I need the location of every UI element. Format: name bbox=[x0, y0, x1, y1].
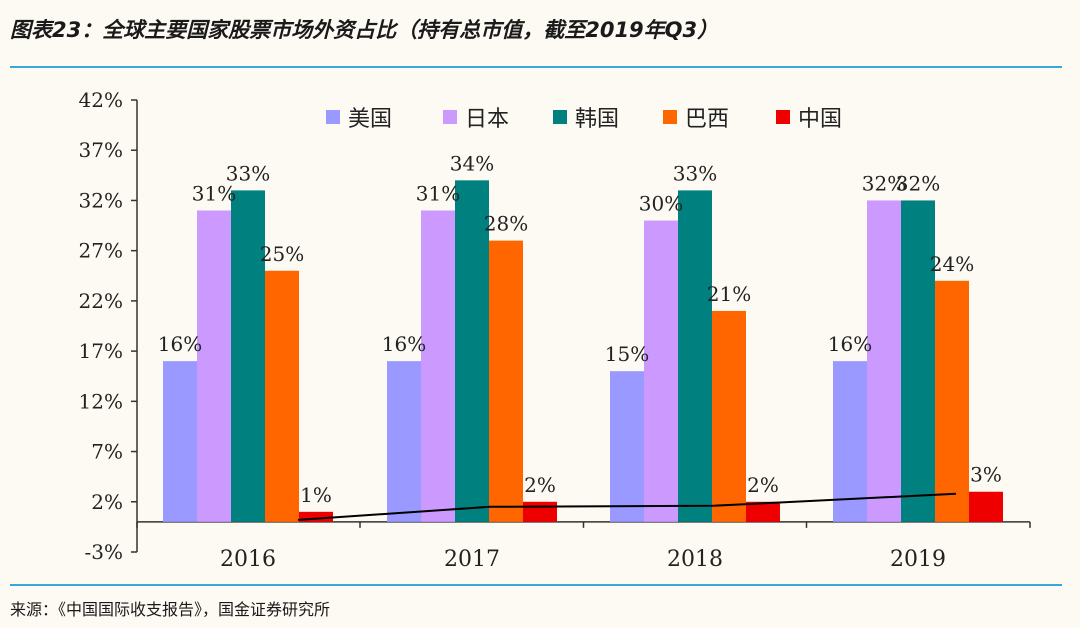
legend-label: 韩国 bbox=[575, 107, 619, 132]
legend-swatch bbox=[776, 110, 790, 124]
bar bbox=[163, 361, 197, 522]
bar bbox=[265, 270, 299, 522]
data-label: 32% bbox=[896, 171, 940, 195]
data-label: 21% bbox=[707, 282, 751, 306]
data-label: 32% bbox=[862, 171, 906, 195]
chart-legend: 美国 日本 韩国 巴西 中国 bbox=[326, 107, 842, 132]
y-tick-label: 37% bbox=[79, 138, 123, 162]
bar bbox=[610, 371, 644, 522]
bar bbox=[644, 220, 678, 522]
data-label: 16% bbox=[382, 332, 426, 356]
data-label: 15% bbox=[605, 342, 649, 366]
x-tick-label: 2016 bbox=[220, 547, 276, 572]
data-label: 28% bbox=[484, 212, 528, 236]
title-rule bbox=[10, 66, 1062, 68]
data-label: 3% bbox=[970, 463, 1002, 487]
bar bbox=[712, 310, 746, 522]
chart-axes: 42% 37% 32% 27% 22% 17% 12% 7% 2% -3% 2016 2017 2018… bbox=[79, 88, 1031, 572]
y-tick-label: 17% bbox=[79, 339, 123, 363]
bar bbox=[387, 361, 421, 522]
figure-title: 图表23：全球主要国家股票市场外资占比（持有总市值，截至2019年Q3） bbox=[10, 18, 719, 42]
x-tick-label: 2019 bbox=[890, 547, 946, 572]
bar bbox=[678, 190, 712, 522]
chart-bars bbox=[163, 180, 1003, 522]
bar bbox=[421, 210, 455, 522]
bar bbox=[231, 190, 265, 522]
bar bbox=[197, 210, 231, 522]
data-label: 24% bbox=[930, 252, 974, 276]
data-label: 30% bbox=[639, 192, 683, 216]
legend-label: 日本 bbox=[465, 107, 509, 132]
data-label: 2% bbox=[747, 473, 779, 497]
x-tick-label: 2017 bbox=[444, 547, 500, 572]
data-label: 31% bbox=[192, 181, 236, 205]
legend-swatch bbox=[663, 110, 677, 124]
data-label: 1% bbox=[300, 483, 332, 507]
data-label: 25% bbox=[260, 242, 304, 266]
bar bbox=[299, 511, 333, 522]
data-label: 2% bbox=[524, 473, 556, 497]
bar bbox=[455, 180, 489, 522]
y-tick-label: 22% bbox=[79, 289, 123, 313]
y-tick-label: -3% bbox=[85, 540, 124, 564]
bar bbox=[489, 240, 523, 522]
data-label: 34% bbox=[450, 151, 494, 175]
chart-trend bbox=[297, 492, 957, 521]
data-label: 16% bbox=[828, 332, 872, 356]
bar bbox=[901, 200, 935, 522]
legend-swatch bbox=[443, 110, 457, 124]
bar bbox=[935, 280, 969, 522]
data-label: 16% bbox=[158, 332, 202, 356]
y-tick-label: 7% bbox=[91, 440, 123, 464]
bar bbox=[969, 491, 1003, 522]
bar bbox=[833, 361, 867, 522]
trend-line bbox=[297, 492, 957, 521]
bar bbox=[746, 501, 780, 522]
legend-label: 巴西 bbox=[685, 107, 729, 132]
legend-swatch bbox=[326, 110, 340, 124]
source-rule bbox=[10, 584, 1062, 586]
legend-label: 中国 bbox=[798, 107, 842, 132]
y-tick-label: 2% bbox=[91, 490, 123, 514]
bar bbox=[867, 200, 901, 522]
data-label: 31% bbox=[416, 181, 460, 205]
legend-label: 美国 bbox=[348, 107, 392, 132]
data-label: 33% bbox=[226, 161, 270, 185]
y-tick-label: 32% bbox=[79, 188, 123, 212]
source-note: 来源：《中国国际收支报告》，国金证券研究所 bbox=[10, 600, 331, 619]
y-tick-label: 27% bbox=[79, 239, 123, 263]
y-tick-label: 42% bbox=[79, 88, 123, 112]
bar bbox=[523, 501, 557, 522]
x-tick-label: 2018 bbox=[667, 547, 723, 572]
legend-swatch bbox=[553, 110, 567, 124]
y-tick-label: 12% bbox=[79, 389, 123, 413]
data-label: 33% bbox=[673, 161, 717, 185]
chart-data-labels: 16% 16% 15% 16% 31% 31% 30% 32% 33% 34% 33% 32% 25% 2… bbox=[158, 151, 1002, 506]
